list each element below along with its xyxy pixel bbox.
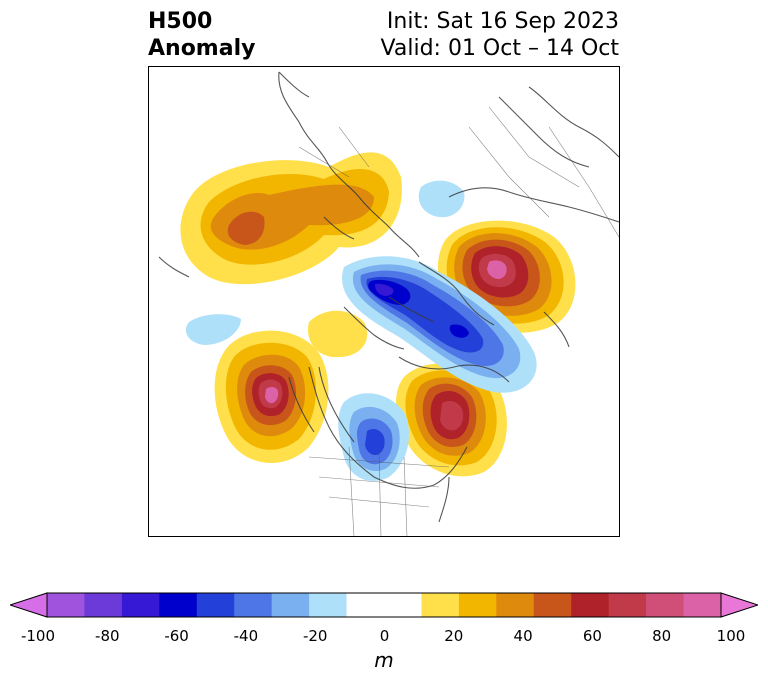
title-right: Init: Sat 16 Sep 2023 Valid: 01 Oct – 14… (381, 8, 619, 62)
colorbar-tick-label: 40 (513, 627, 533, 645)
anomaly-eastern-canada-positive (396, 363, 507, 477)
valid-period: Valid: 01 Oct – 14 Oct (380, 36, 619, 61)
colorbar-extend-high (720, 592, 758, 618)
colorbar-tick-label: 0 (379, 627, 390, 645)
colorbar-segment (121, 593, 160, 617)
colorbar-segment (421, 593, 460, 617)
anomaly-western-russia-positive (437, 220, 576, 333)
colorbar-frame (46, 592, 722, 618)
colorbar-segment (84, 593, 123, 617)
colorbar-segment (533, 593, 572, 617)
borders (298, 106, 619, 536)
title-left: H500 Anomaly (148, 8, 255, 62)
colorbar-segment (571, 593, 610, 617)
colorbar-segment (646, 593, 685, 617)
colorbar-extend-low (10, 592, 48, 618)
colorbar-segment (683, 593, 722, 617)
anomaly-central-us-negative (338, 393, 409, 481)
coastlines (158, 71, 619, 523)
colorbar-tick-label: 80 (652, 627, 672, 645)
colorbar-segment (458, 593, 497, 617)
colorbar-segment (608, 593, 647, 617)
colorbar-segment (159, 593, 198, 617)
colorbar-tick-label: 20 (444, 627, 464, 645)
colorbar-segment (47, 593, 85, 617)
anomaly-northern-positive-band (308, 310, 368, 358)
colorbar-tick-label: -80 (95, 627, 120, 645)
colorbar-segment (346, 593, 385, 617)
title-variable: H500 (148, 9, 213, 34)
colorbar-segment (196, 593, 235, 617)
colorbar-unit: m (374, 648, 394, 672)
colorbar-segment (234, 593, 273, 617)
anomaly-arctic-negative (342, 256, 537, 393)
colorbar-segment (496, 593, 535, 617)
title-field: Anomaly (148, 36, 256, 61)
colorbar-segment (309, 593, 348, 617)
colorbar (10, 592, 758, 618)
anomaly-siberia-negative (418, 180, 465, 218)
colorbar-segment (271, 593, 310, 617)
anomaly-map (148, 66, 620, 537)
colorbar-tick-label: -20 (302, 627, 328, 645)
colorbar-tick-label: 60 (582, 627, 602, 645)
colorbar-tick-label: -60 (164, 627, 189, 645)
init-date: Init: Sat 16 Sep 2023 (386, 9, 619, 34)
colorbar-tick-label: -100 (20, 627, 56, 645)
anomaly-northeast-pacific-positive (214, 330, 329, 464)
colorbar-tick-label: 100 (716, 627, 746, 645)
map-canvas (158, 71, 619, 536)
colorbar-tick-label: -40 (233, 627, 259, 645)
anomaly-pacific-small-negative (185, 314, 241, 345)
colorbar-segment (384, 593, 422, 617)
